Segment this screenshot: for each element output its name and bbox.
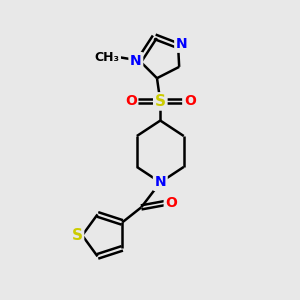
Text: O: O	[125, 94, 137, 108]
Text: N: N	[130, 54, 142, 68]
Text: CH₃: CH₃	[94, 50, 119, 64]
Text: N: N	[154, 176, 166, 189]
Text: O: O	[165, 196, 177, 210]
Text: N: N	[176, 37, 188, 51]
Text: S: S	[71, 228, 82, 243]
Text: methyl: methyl	[117, 55, 122, 56]
Text: O: O	[184, 94, 196, 108]
Text: S: S	[155, 94, 166, 109]
